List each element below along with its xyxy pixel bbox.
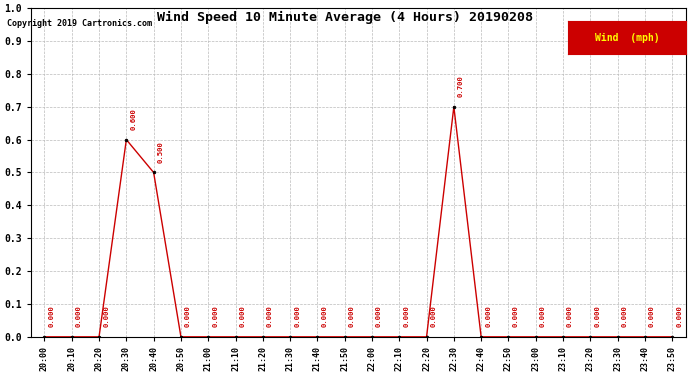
Text: 0.000: 0.000	[649, 305, 655, 327]
Text: 0.000: 0.000	[185, 305, 191, 327]
Text: 0.000: 0.000	[239, 305, 246, 327]
Text: 0.000: 0.000	[622, 305, 628, 327]
Text: 0.700: 0.700	[458, 75, 464, 97]
Text: 0.000: 0.000	[322, 305, 328, 327]
Text: 0.600: 0.600	[130, 108, 137, 130]
Text: 0.000: 0.000	[213, 305, 218, 327]
Text: 0.000: 0.000	[48, 305, 55, 327]
Text: 0.000: 0.000	[294, 305, 300, 327]
Text: 0.000: 0.000	[676, 305, 682, 327]
Text: 0.000: 0.000	[76, 305, 82, 327]
Text: 0.000: 0.000	[594, 305, 600, 327]
Text: 0.000: 0.000	[376, 305, 382, 327]
Text: 0.000: 0.000	[267, 305, 273, 327]
Text: 0.000: 0.000	[348, 305, 355, 327]
Text: 0.000: 0.000	[513, 305, 518, 327]
Text: 0.000: 0.000	[103, 305, 109, 327]
Text: Copyright 2019 Cartronics.com: Copyright 2019 Cartronics.com	[7, 19, 152, 28]
Text: Wind Speed 10 Minute Average (4 Hours) 20190208: Wind Speed 10 Minute Average (4 Hours) 2…	[157, 11, 533, 24]
Text: 0.000: 0.000	[485, 305, 491, 327]
Text: 0.500: 0.500	[158, 141, 164, 163]
Text: 0.000: 0.000	[567, 305, 573, 327]
Text: 0.000: 0.000	[431, 305, 437, 327]
Text: 0.000: 0.000	[540, 305, 546, 327]
Text: 0.000: 0.000	[404, 305, 409, 327]
